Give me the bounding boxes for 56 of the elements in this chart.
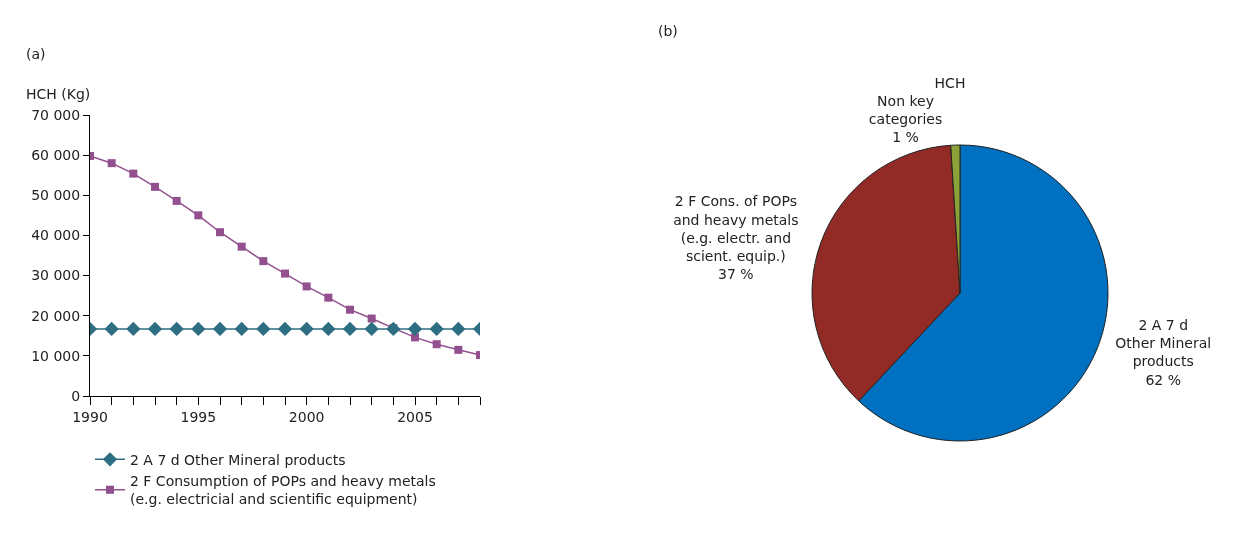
point [321,321,336,337]
point [302,282,311,291]
y-tick-label: 20 000 [31,307,81,324]
data-label: 37 % [718,266,754,283]
point [194,211,203,220]
x-tick-label: 2005 [397,408,433,425]
y-tick-label: 40 000 [31,227,81,244]
point [191,321,206,337]
point [367,314,376,323]
y-tick-label: 50 000 [31,187,81,204]
y-tick-label: 60 000 [31,147,81,164]
point [237,242,246,251]
point [386,321,401,337]
x-tick-label: 1995 [180,408,217,425]
point [342,321,358,337]
point [364,321,379,337]
point [256,321,271,337]
chart-title: HCH [934,74,966,91]
x-tick-label: 1990 [72,408,108,425]
legend-label: 2 F Consumption of POPs and heavy metals (e.g. electricial and scientific equipment) [130,473,436,508]
data-label: 62 % [1145,371,1181,388]
point [216,228,224,237]
data-label: 1 % [892,129,919,146]
y-tick-label: 70 000 [31,106,81,123]
point [104,321,119,337]
point [277,321,293,337]
x-tick-label: 2000 [288,408,325,425]
point [454,345,463,354]
point [299,321,314,337]
point [324,293,333,302]
point [281,269,289,278]
point [129,169,138,178]
point [429,321,444,337]
text: (b) [658,23,678,39]
point [346,305,354,314]
point [451,321,466,337]
text: (a) [26,46,46,62]
point [107,159,116,168]
slice-label: Non key categories [868,92,943,127]
slice-label: 2 A 7 d Other Mineral products [1115,316,1212,370]
point [151,182,159,191]
point [172,196,181,205]
point [407,321,423,337]
point [234,321,249,337]
y-tick-label: 0 [71,387,81,404]
point [147,321,163,337]
y-tick-label: 10 000 [31,347,81,364]
point [212,321,228,337]
point [432,340,441,349]
y-axis-title: HCH (Kg) [26,86,91,102]
y-tick-label: 30 000 [31,267,81,284]
legend-label: 2 A 7 d Other Mineral products [130,451,346,468]
point [126,321,141,337]
point [259,257,268,266]
slice-label: 2 F Cons. of POPs and heavy metals (e.g. electr. and scient. equip.) [673,193,799,264]
point [169,321,184,337]
